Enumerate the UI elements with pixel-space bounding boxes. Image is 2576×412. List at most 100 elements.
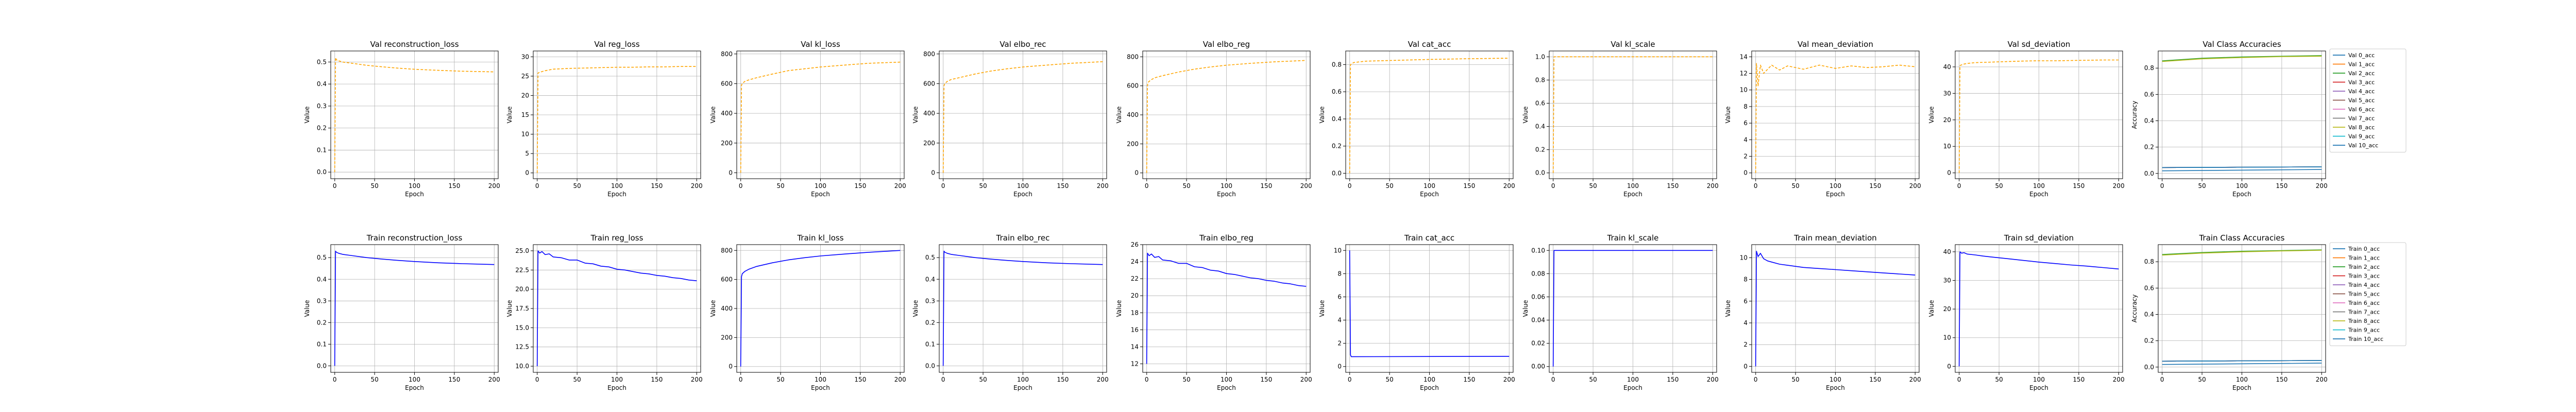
y-axis-label: Value — [506, 107, 513, 124]
x-tick-label: 0 — [739, 376, 743, 383]
y-axis-label: Value — [1724, 300, 1732, 317]
subplot-2: 0 50 100 150 200 0 5 10 15 20 25 30 Val reg_loss Epoc… — [506, 40, 703, 198]
y-tick-label: 0.8 — [2144, 64, 2154, 72]
legend-label: Val 5_acc — [2348, 97, 2375, 104]
series-line — [1958, 59, 2119, 173]
legend-label: Train 10_acc — [2348, 336, 2383, 342]
subplot-title: Train elbo_reg — [1199, 233, 1253, 243]
series-line — [536, 66, 697, 173]
x-axis-label: Epoch — [811, 191, 830, 198]
x-tick-label: 200 — [1097, 376, 1109, 383]
x-tick-label: 200 — [1300, 182, 1312, 190]
subplot-14: 0 50 100 150 200 0.0 0.1 0.2 0.3 0.4 0.5 Train elbo… — [912, 233, 1109, 391]
y-tick-label: 0.0 — [925, 362, 935, 369]
y-tick-label: 0 — [1743, 169, 1748, 177]
subplot-title: Val cat_acc — [1408, 40, 1451, 49]
x-tick-label: 0 — [1348, 376, 1352, 383]
y-tick-label: 0.04 — [1531, 317, 1545, 324]
x-tick-label: 150 — [2073, 376, 2084, 383]
legend-label: Train 9_acc — [2348, 327, 2380, 334]
y-tick-label: 10 — [1334, 247, 1342, 254]
x-tick-label: 200 — [1707, 376, 1719, 383]
y-tick-label: 200 — [1127, 140, 1139, 147]
y-tick-label: 16 — [1131, 326, 1139, 333]
y-tick-label: 6 — [1337, 293, 1342, 300]
x-tick-label: 150 — [1667, 376, 1679, 383]
subplot-4: 0 50 100 150 200 0 200 400 600 800 Val elbo_rec Epo… — [912, 40, 1109, 198]
x-tick-label: 50 — [1385, 182, 1393, 190]
x-tick-label: 150 — [1869, 376, 1881, 383]
series-line — [2162, 363, 2322, 365]
y-tick-label: 30 — [521, 53, 529, 60]
x-axis-label: Epoch — [1217, 384, 1236, 391]
y-axis-label: Accuracy — [2131, 101, 2138, 129]
x-tick-label: 50 — [1385, 376, 1393, 383]
legend-label: Train 0_acc — [2348, 246, 2380, 252]
x-tick-label: 50 — [573, 182, 581, 190]
legend-label: Val 9_acc — [2348, 133, 2375, 140]
legend-label: Train 7_acc — [2348, 309, 2380, 316]
x-tick-label: 100 — [2236, 376, 2248, 383]
x-axis-label: Epoch — [2232, 191, 2251, 198]
x-tick-label: 200 — [894, 182, 906, 190]
x-tick-label: 200 — [1503, 182, 1515, 190]
x-tick-label: 100 — [1423, 376, 1435, 383]
y-tick-label: 0 — [1947, 363, 1951, 370]
x-tick-label: 0 — [1551, 182, 1555, 190]
y-tick-label: 10 — [521, 131, 529, 138]
series-line — [2162, 250, 2322, 256]
legend: Train 0_acc Train 1_acc Train 2_acc Train 3… — [2329, 242, 2406, 346]
x-tick-label: 0 — [333, 182, 337, 190]
series-line — [1349, 250, 1510, 357]
subplot-3: 0 50 100 150 200 0 200 400 600 800 Val kl_loss Epoc… — [709, 40, 906, 198]
x-tick-label: 100 — [815, 182, 826, 190]
y-tick-label: 0.4 — [317, 80, 327, 88]
series-line — [1552, 56, 1713, 173]
y-tick-label: 400 — [923, 110, 935, 117]
x-tick-label: 150 — [651, 376, 663, 383]
x-tick-label: 0 — [1145, 182, 1149, 190]
y-tick-label: 6 — [1743, 119, 1748, 127]
x-tick-label: 150 — [651, 182, 663, 190]
x-tick-label: 0 — [2160, 182, 2164, 190]
x-tick-label: 200 — [691, 182, 703, 190]
x-tick-label: 50 — [979, 182, 987, 190]
x-tick-label: 0 — [1957, 182, 1961, 190]
legend-label: Val 4_acc — [2348, 88, 2375, 95]
y-tick-label: 400 — [721, 110, 733, 117]
y-tick-label: 200 — [923, 140, 935, 147]
y-tick-label: 0.6 — [1535, 99, 1545, 107]
y-axis-label: Value — [912, 300, 919, 317]
subplot-5: 0 50 100 150 200 0 200 400 600 800 Val elbo_reg Epo… — [1115, 40, 1312, 198]
y-tick-label: 0.0 — [1535, 169, 1545, 177]
x-tick-label: 0 — [1551, 376, 1555, 383]
x-tick-label: 50 — [1791, 182, 1799, 190]
x-tick-label: 200 — [894, 376, 906, 383]
y-axis-label: Value — [912, 107, 919, 124]
x-tick-label: 100 — [409, 376, 420, 383]
subplot-9: 0 50 100 150 200 0 10 20 30 40 Val sd_deviation Epo… — [1928, 40, 2125, 198]
x-tick-label: 100 — [409, 182, 420, 190]
subplot-title: Val Class Accuracies — [2202, 40, 2281, 49]
y-tick-label: 0.5 — [317, 58, 327, 65]
x-tick-label: 0 — [1145, 376, 1149, 383]
x-tick-label: 50 — [1995, 376, 2003, 383]
y-tick-label: 0.6 — [2144, 91, 2154, 98]
x-tick-label: 150 — [1057, 182, 1069, 190]
subplot-title: Val elbo_reg — [1203, 40, 1250, 49]
series-line — [334, 250, 495, 366]
y-tick-label: 0.1 — [925, 340, 935, 348]
x-tick-label: 100 — [611, 376, 623, 383]
x-tick-label: 150 — [2276, 376, 2287, 383]
y-tick-label: 8 — [1743, 276, 1748, 283]
series-line — [334, 57, 495, 173]
x-tick-label: 100 — [1627, 182, 1639, 190]
y-axis-label: Value — [709, 107, 717, 124]
x-tick-label: 50 — [979, 376, 987, 383]
y-tick-label: 0.2 — [317, 319, 327, 326]
y-tick-label: 6 — [1743, 298, 1748, 305]
y-tick-label: 4 — [1743, 319, 1748, 327]
y-tick-label: 2 — [1743, 341, 1748, 348]
y-tick-label: 0.0 — [317, 168, 327, 176]
